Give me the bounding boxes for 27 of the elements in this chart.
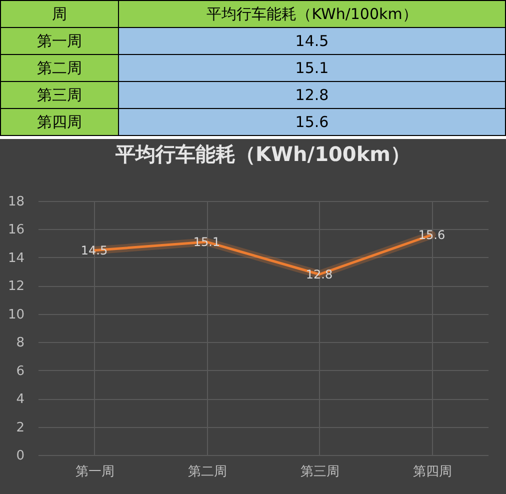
y-tick-label: 10 xyxy=(8,307,24,322)
data-label: 14.5 xyxy=(118,28,506,54)
text: 平均行车能耗（KWh/100km） xyxy=(118,0,506,28)
y-tick-label: 0 xyxy=(16,448,24,464)
chart-title: 平均行车能耗（KWh/100km） xyxy=(114,142,410,166)
y-tick-label: 12 xyxy=(8,279,24,294)
category-label: 第四周 xyxy=(0,108,118,136)
y-tick-label: 16 xyxy=(8,222,24,238)
category-label: 第二周 xyxy=(0,54,118,82)
data-label: 14.5 xyxy=(80,243,108,258)
x-tick-label: 第一周 xyxy=(75,464,114,480)
data-label: 15.1 xyxy=(118,54,506,82)
x-tick-label: 第二周 xyxy=(188,464,227,480)
y-tick-label: 8 xyxy=(16,336,24,351)
data-label: 15.6 xyxy=(118,108,506,136)
y-tick-label: 18 xyxy=(8,194,24,210)
data-label: 12.8 xyxy=(118,82,506,108)
category-label: 第一周 xyxy=(0,28,118,54)
y-tick-label: 4 xyxy=(16,392,24,408)
y-tick-label: 14 xyxy=(8,250,24,266)
x-tick-label: 第三周 xyxy=(300,464,340,480)
category-label: 第三周 xyxy=(0,82,118,108)
data-label: 15.6 xyxy=(418,228,446,242)
y-tick-label: 6 xyxy=(16,364,24,379)
text: 周 xyxy=(0,0,118,28)
y-tick-label: 2 xyxy=(16,420,24,436)
x-tick-label: 第四周 xyxy=(412,464,452,480)
